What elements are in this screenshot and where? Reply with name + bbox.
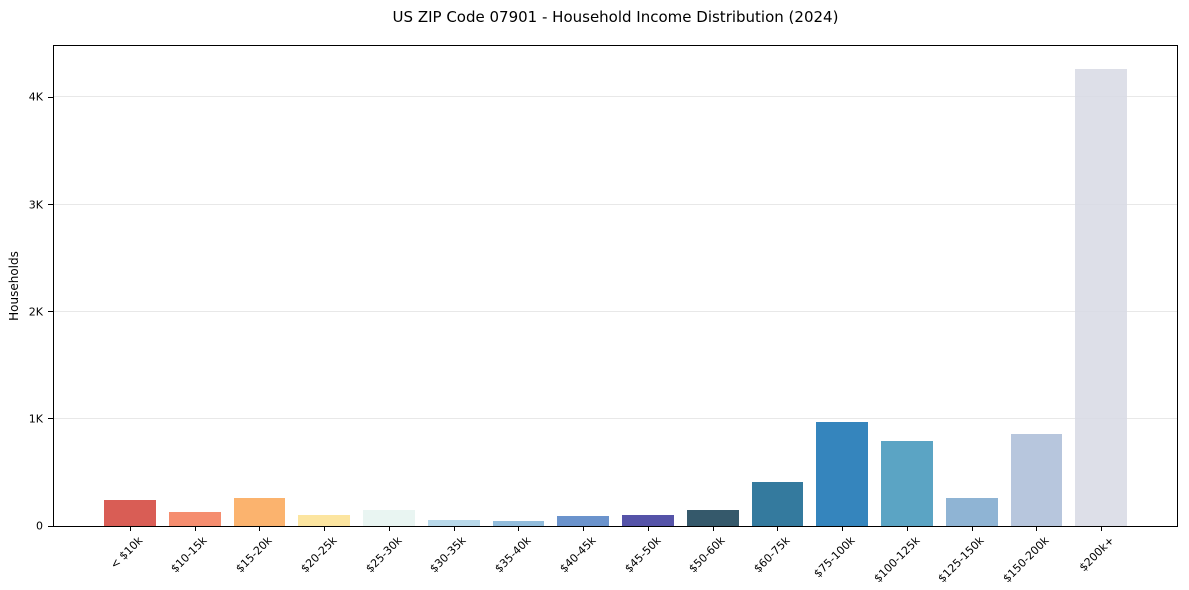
x-tick-mark-45-50k <box>647 526 649 531</box>
x-tick-mark-20-25k <box>324 526 326 531</box>
bar-25-30k <box>363 509 415 526</box>
x-tick-label-200k: $200k+ <box>1076 534 1117 575</box>
x-tick-label-125-150k: $125-150k <box>935 534 987 586</box>
bar-col-75-100k: $75-100k <box>811 46 868 580</box>
x-tick-mark-75-100k <box>842 526 844 531</box>
y-tick-mark-4K <box>48 96 54 98</box>
chart-title: US ZIP Code 07901 - Household Income Dis… <box>392 8 839 26</box>
x-tick-label-30-35k: $30-35k <box>427 534 469 576</box>
bar-30-35k <box>427 519 480 526</box>
x-tick-mark-15-20k <box>259 526 261 531</box>
bar-col-25-30k: $25-30k <box>363 46 415 575</box>
x-tick-label-20-25k: $20-25k <box>298 534 340 576</box>
x-tick-label-45-50k: $45-50k <box>621 534 664 576</box>
bar-col-45-50k: $45-50k <box>622 46 674 575</box>
y-axis-label: Households <box>7 251 21 321</box>
y-tick-label-2K: 2K <box>28 305 43 319</box>
bar-100-125k <box>881 441 933 526</box>
bar-col-15-20k: $15-20k <box>233 46 286 575</box>
x-tick-label-10-15k: $10-15k <box>168 534 210 576</box>
x-tick-mark-60-75k <box>777 526 779 531</box>
x-tick-label-40-45k: $40-45k <box>557 534 599 576</box>
x-tick-label-25-30k: $25-30k <box>362 534 405 576</box>
bar-75-100k <box>816 421 868 526</box>
x-tick-mark-25-30k <box>388 526 390 531</box>
x-tick-label-150-200k: $150-200k <box>1000 534 1052 586</box>
x-tick-mark-200k <box>1101 526 1103 531</box>
plot-area: 0 1K 2K 3K 4K < $10k $10-15k $15-20k $20-25k $25-… <box>29 45 1178 585</box>
x-tick-mark-40-45k <box>583 526 585 531</box>
bar-15-20k <box>233 498 286 526</box>
bar-col-20-25k: $20-25k <box>298 46 350 575</box>
bar-col-100-125k: $100-125k <box>871 46 933 585</box>
bar-60-75k <box>751 481 804 526</box>
bar-125-150k <box>945 497 998 526</box>
x-tick-label-15-20k: $15-20k <box>233 534 275 576</box>
bar-150-200k <box>1010 433 1063 526</box>
bar-40-45k <box>557 515 609 526</box>
y-tick-label-3K: 3K <box>28 198 43 212</box>
x-tick-label-75-100k: $75-100k <box>811 534 858 581</box>
y-tick-mark-0 <box>48 525 54 527</box>
x-tick-mark-30-35k <box>453 526 455 531</box>
bar-20-25k <box>298 514 350 526</box>
gridline-3K <box>54 203 1177 205</box>
gridline-1K <box>54 417 1177 419</box>
x-tick-label-100-125k: $100-125k <box>870 534 923 586</box>
bar-col-200k: $200k+ <box>1075 46 1127 574</box>
bar-col-35-40k: $35-40k <box>492 46 545 575</box>
x-tick-mark-10k <box>129 526 131 531</box>
x-tick-mark-150-200k <box>1036 526 1038 531</box>
bar-col-60-75k: $60-75k <box>751 46 804 575</box>
bar-35-40k <box>492 520 545 526</box>
x-tick-mark-100-125k <box>906 526 908 531</box>
x-tick-label-10k: < $10k <box>107 534 146 572</box>
y-tick-mark-1K <box>48 418 54 420</box>
bar-45-50k <box>622 514 674 526</box>
y-tick-label-4K: 4K <box>28 90 43 104</box>
y-tick-label-1K: 1K <box>28 412 43 426</box>
x-tick-mark-125-150k <box>971 526 973 531</box>
y-tick-mark-2K <box>48 311 54 313</box>
y-tick-label-0: 0 <box>36 519 43 533</box>
x-tick-mark-50-60k <box>712 526 714 531</box>
bar-col-50-60k: $50-60k <box>686 46 739 575</box>
y-tick-mark-3K <box>48 204 54 206</box>
bar-col-10-15k: $10-15k <box>168 46 221 575</box>
bar-col-125-150k: $125-150k <box>936 46 998 585</box>
x-tick-mark-10-15k <box>194 526 196 531</box>
gridline-4K <box>54 96 1177 98</box>
x-tick-label-60-75k: $60-75k <box>751 534 793 576</box>
bar-col-10k: < $10k <box>104 46 156 572</box>
gridline-2K <box>54 310 1177 312</box>
bar-col-30-35k: $30-35k <box>427 46 480 575</box>
bar-col-150-200k: $150-200k <box>1000 46 1063 585</box>
bar-200k <box>1075 68 1127 526</box>
bar-10-15k <box>168 512 221 526</box>
x-tick-label-35-40k: $35-40k <box>492 534 534 576</box>
x-tick-mark-35-40k <box>518 526 520 531</box>
x-tick-label-50-60k: $50-60k <box>686 534 728 576</box>
bar-50-60k <box>686 509 739 526</box>
bar-col-40-45k: $40-45k <box>557 46 609 575</box>
bars-row: < $10k $10-15k $15-20k $20-25k $25-30k $30-35… <box>54 46 1177 585</box>
bar-10k <box>104 500 156 526</box>
